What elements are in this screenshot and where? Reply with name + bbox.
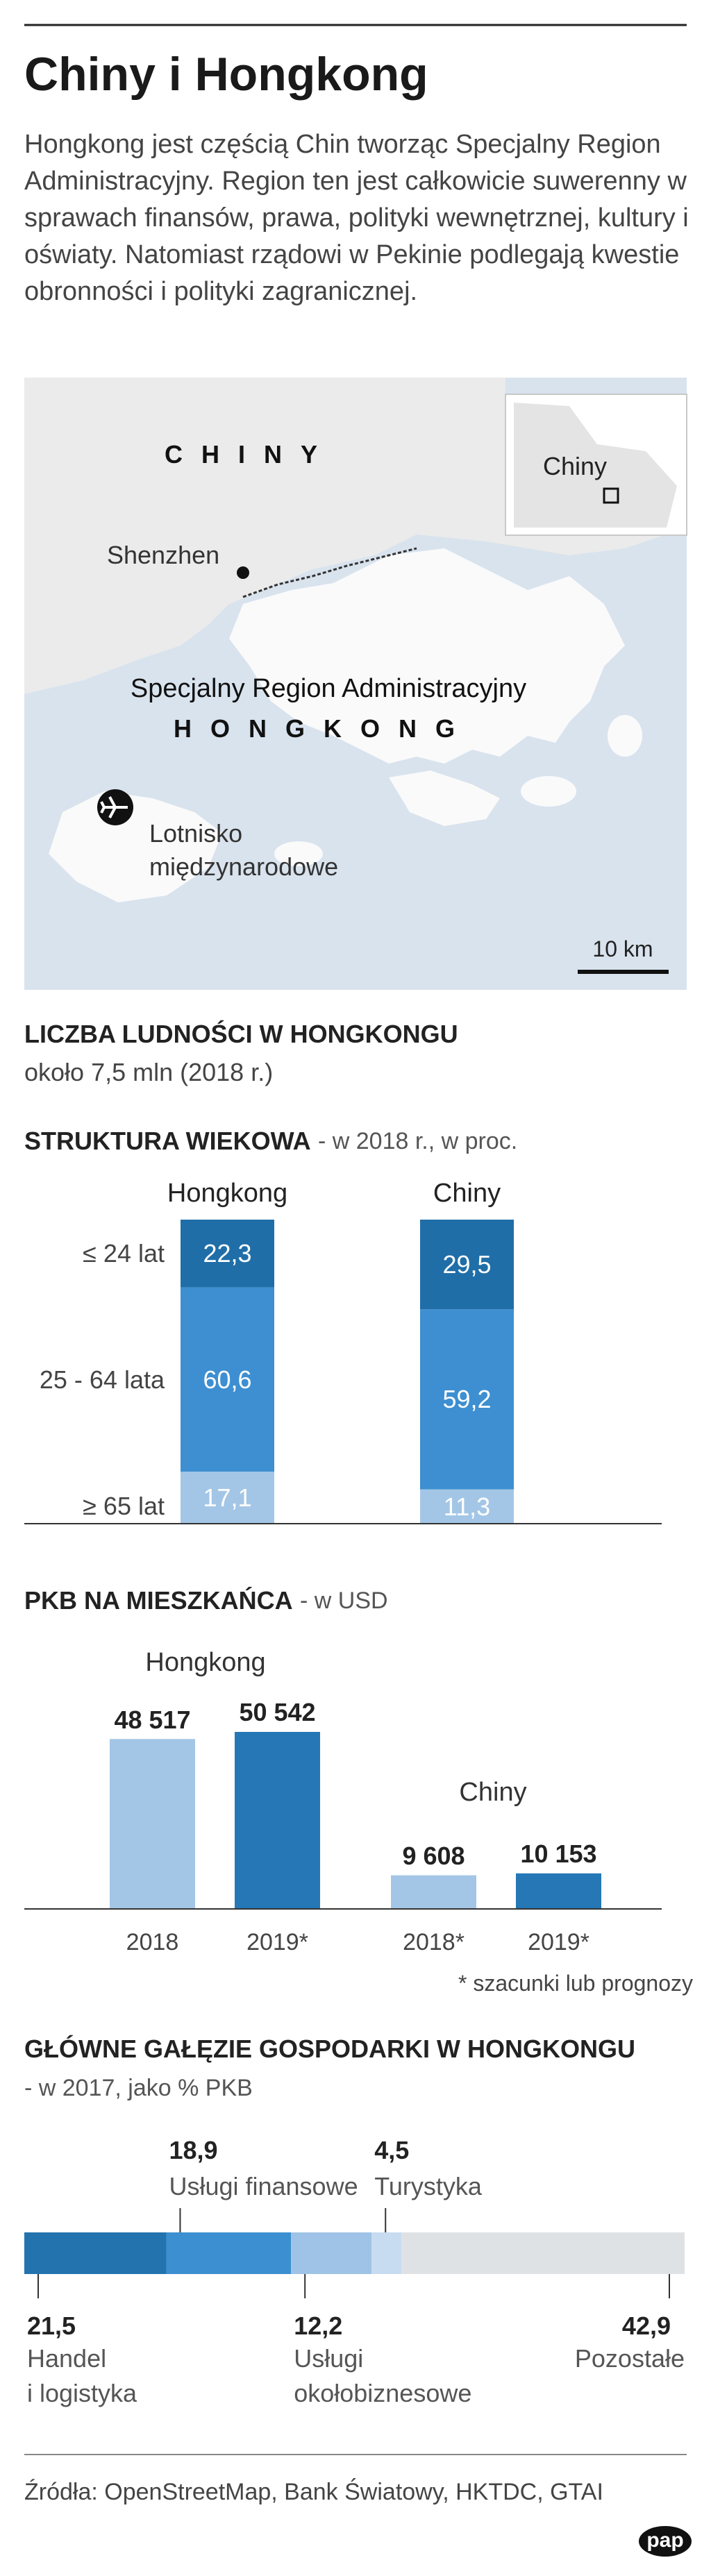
value-label: 4,5 [374, 2136, 410, 2165]
bar-segment [181, 1287, 274, 1472]
group-label: Hongkong [145, 1648, 266, 1678]
section-title: GŁÓWNE GAŁĘZIE GOSPODARKI W HONGKONGU [24, 2035, 635, 2064]
bar [391, 1875, 476, 1909]
bar [516, 1873, 601, 1909]
bar-segment [166, 2232, 292, 2274]
value-label: 48 517 [114, 1705, 191, 1734]
footnote: * szacunki lub prognozy [458, 1970, 693, 1996]
value-label: 10 153 [520, 1840, 597, 1869]
inset-marker [603, 487, 619, 504]
source: Źródła: OpenStreetMap, Bank Światowy, HK… [24, 2478, 603, 2505]
island [521, 776, 576, 807]
value-label: 11,3 [443, 1492, 491, 1521]
section-title: LICZBA LUDNOŚCI W HONGKONGU [24, 1020, 458, 1049]
bar-segment [371, 2232, 402, 2274]
bar-segment [420, 1220, 514, 1310]
value-label: 18,9 [169, 2136, 218, 2165]
map-label: HONGKONG [174, 714, 474, 743]
x-tick-label: 2018 [126, 1928, 179, 1955]
map-label: Specjalny Region Administracyjny [130, 674, 527, 704]
island [608, 715, 642, 757]
x-tick-label: 2019* [246, 1928, 308, 1955]
bar-segment [420, 1309, 514, 1490]
plane [100, 796, 128, 818]
value-label: 21,5 [27, 2312, 76, 2341]
china-land [24, 378, 687, 694]
logo-badge [639, 2526, 692, 2557]
map-label: 10 km [592, 936, 653, 961]
value-label: 42,9 [621, 2312, 671, 2341]
bar-segment [24, 2232, 167, 2274]
category-label: Hongkong [167, 1179, 288, 1209]
legend-label: Turystyka [374, 2172, 482, 2201]
island [274, 841, 323, 866]
legend-label: ≥ 65 lat [83, 1491, 165, 1520]
city-dot [237, 566, 249, 579]
legend-label: Usługi okołobiznesowe [294, 2344, 472, 2407]
logo: pap [646, 2529, 684, 2552]
hongkong-island [389, 771, 500, 826]
map-label: CHINY [165, 440, 337, 469]
section-subtitle: - w 2018 r., w proc. [318, 1127, 518, 1154]
map-label: Lotnisko międzynarodowe [149, 819, 339, 881]
map-label: Chiny [542, 452, 608, 481]
value-label: 50 542 [239, 1698, 316, 1727]
category-label: Chiny [433, 1179, 501, 1209]
map [24, 378, 687, 990]
legend-label: Usługi finansowe [169, 2172, 358, 2201]
group-label: Chiny [459, 1778, 527, 1808]
intro: Hongkong jest częścią Chin tworząc Specj… [24, 129, 689, 306]
value-label: 60,6 [203, 1365, 252, 1394]
bar [110, 1739, 195, 1909]
bar-segment [291, 2232, 372, 2274]
x-tick-label: 2019* [528, 1928, 589, 1955]
value-label: 17,1 [203, 1483, 252, 1512]
lantau-island [49, 791, 222, 902]
bar-segment [181, 1472, 274, 1524]
border [242, 547, 417, 598]
map-label: Shenzhen [107, 541, 220, 570]
legend-label: Pozostałe [574, 2344, 685, 2373]
section-text: około 7,5 mln (2018 r.) [24, 1058, 274, 1087]
inset-land [514, 403, 677, 528]
bar-segment [420, 1489, 514, 1524]
value-label: 9 608 [402, 1841, 465, 1870]
value-label: 29,5 [442, 1250, 492, 1279]
section-title: STRUKTURA WIEKOWA [24, 1127, 311, 1156]
legend-label: ≤ 24 lat [83, 1239, 165, 1268]
section-title: PKB NA MIESZKAŃCA [24, 1586, 293, 1615]
title: Chiny i Hongkong [24, 48, 428, 101]
x-tick-label: 2018* [403, 1928, 465, 1955]
bar-segment [401, 2232, 685, 2274]
legend-label: Handel i logistyka [27, 2344, 137, 2407]
bar-segment [181, 1220, 274, 1288]
section-subtitle: - w USD [300, 1587, 388, 1614]
section-subtitle: - w 2017, jako % PKB [24, 2074, 253, 2101]
value-label: 59,2 [442, 1385, 492, 1414]
legend-label: 25 - 64 lata [39, 1365, 165, 1394]
value-label: 22,3 [203, 1239, 252, 1268]
hongkong-land [229, 548, 625, 764]
bar [235, 1732, 320, 1909]
value-label: 12,2 [294, 2312, 343, 2341]
